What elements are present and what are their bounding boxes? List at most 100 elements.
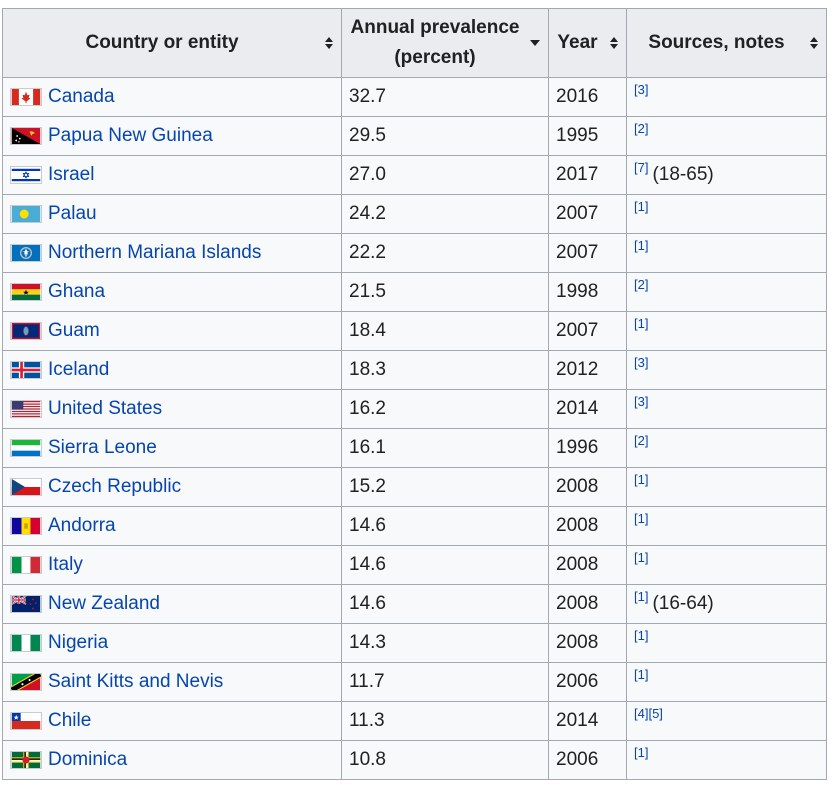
reference-link[interactable]: [3] xyxy=(634,82,649,97)
sources-cell: [1] xyxy=(626,467,827,507)
table-row: Canada 32.7 2016 [3] xyxy=(2,77,827,117)
reference-link[interactable]: [3] xyxy=(634,394,649,409)
country-link[interactable]: Northern Mariana Islands xyxy=(48,242,262,263)
reference-link[interactable]: [1] xyxy=(634,199,649,214)
country-link[interactable]: Palau xyxy=(48,203,97,224)
country-link[interactable]: Nigeria xyxy=(48,632,109,653)
reference-link[interactable]: [1] xyxy=(634,238,649,253)
country-link[interactable]: Israel xyxy=(48,164,95,185)
year-cell: 2007 xyxy=(548,194,627,234)
canada-flag-icon[interactable] xyxy=(10,88,42,106)
reference-link[interactable]: [2] xyxy=(634,277,649,292)
country-cell: Andorra xyxy=(2,506,342,546)
reference-link[interactable]: [1] xyxy=(634,472,649,487)
prevalence-cell: 22.2 xyxy=(341,233,549,273)
israel-flag-icon[interactable] xyxy=(10,166,42,184)
header-label: Sources, notes xyxy=(648,32,785,53)
sort-both-icon[interactable] xyxy=(810,37,818,49)
country-link[interactable]: Dominica xyxy=(48,749,128,770)
country-cell: Northern Mariana Islands xyxy=(2,233,342,273)
prevalence-cell: 16.2 xyxy=(341,389,549,429)
prevalence-cell: 24.2 xyxy=(341,194,549,234)
prevalence-cell: 14.6 xyxy=(341,506,549,546)
sources-cell: [2] xyxy=(626,116,827,156)
country-link[interactable]: Sierra Leone xyxy=(48,437,157,458)
chile-flag-icon[interactable] xyxy=(10,712,42,730)
guam-flag-icon[interactable] xyxy=(10,322,42,340)
year-cell: 2008 xyxy=(548,506,627,546)
dominica-flag-icon[interactable] xyxy=(10,751,42,769)
reference-link[interactable]: [1] xyxy=(634,316,649,331)
sources-cell: [3] xyxy=(626,389,827,429)
sierra-leone-flag-icon[interactable] xyxy=(10,439,42,457)
reference-link[interactable]: [1] xyxy=(634,745,649,760)
reference-link[interactable]: [2] xyxy=(634,433,649,448)
country-cell: Chile xyxy=(2,701,342,741)
country-link[interactable]: Czech Republic xyxy=(48,476,182,497)
prevalence-cell: 15.2 xyxy=(341,467,549,507)
reference-link[interactable]: [3] xyxy=(634,355,649,370)
reference-link[interactable]: [1] xyxy=(634,628,649,643)
prevalence-cell: 14.6 xyxy=(341,584,549,624)
age-range-note: (18-65) xyxy=(652,164,714,185)
country-link[interactable]: Andorra xyxy=(48,515,116,536)
table-row: Northern Mariana Islands 22.2 2007 [1] xyxy=(2,233,827,273)
reference-link[interactable]: [7] xyxy=(634,160,649,175)
ghana-flag-icon[interactable] xyxy=(10,283,42,301)
country-link[interactable]: United States xyxy=(48,398,163,419)
table-row: Papua New Guinea 29.5 1995 [2] xyxy=(2,116,827,156)
country-cell: United States xyxy=(2,389,342,429)
country-link[interactable]: Canada xyxy=(48,86,115,107)
czech-republic-flag-icon[interactable] xyxy=(10,478,42,496)
reference-link[interactable]: [1] xyxy=(634,667,649,682)
sources-cell: [2] xyxy=(626,272,827,312)
table-row: Italy 14.6 2008 [1] xyxy=(2,545,827,585)
sources-cell: [1] xyxy=(626,662,827,702)
reference-link[interactable]: [1] xyxy=(634,589,649,604)
iceland-flag-icon[interactable] xyxy=(10,361,42,379)
country-link[interactable]: Ghana xyxy=(48,281,106,302)
nigeria-flag-icon[interactable] xyxy=(10,634,42,652)
reference-link[interactable]: [2] xyxy=(634,121,649,136)
country-cell: Canada xyxy=(2,77,342,117)
reference-link[interactable]: [1] xyxy=(634,550,649,565)
sources-cell: [4][5] xyxy=(626,701,827,741)
reference-link[interactable]: [4][5] xyxy=(634,706,663,721)
reference-link[interactable]: [1] xyxy=(634,511,649,526)
northern-mariana-islands-flag-icon[interactable] xyxy=(10,244,42,262)
italy-flag-icon[interactable] xyxy=(10,556,42,574)
united-states-flag-icon[interactable] xyxy=(10,400,42,418)
country-cell: Papua New Guinea xyxy=(2,116,342,156)
prevalence-cell: 18.4 xyxy=(341,311,549,351)
papua-new-guinea-flag-icon[interactable] xyxy=(10,127,42,145)
saint-kitts-and-nevis-flag-icon[interactable] xyxy=(10,673,42,691)
palau-flag-icon[interactable] xyxy=(10,205,42,223)
andorra-flag-icon[interactable] xyxy=(10,517,42,535)
country-link[interactable]: New Zealand xyxy=(48,593,160,614)
country-link[interactable]: Italy xyxy=(48,554,83,575)
country-link[interactable]: Saint Kitts and Nevis xyxy=(48,671,224,692)
header-country[interactable]: Country or entity xyxy=(2,8,342,78)
header-year[interactable]: Year xyxy=(548,8,627,78)
new-zealand-flag-icon[interactable] xyxy=(10,595,42,613)
sources-cell: [1] xyxy=(626,311,827,351)
table-row: Nigeria 14.3 2008 [1] xyxy=(2,623,827,663)
sort-both-icon[interactable] xyxy=(325,37,333,49)
header-label: Country or entity xyxy=(85,32,239,53)
header-row: Country or entity Annual prevalence (per… xyxy=(2,8,827,78)
country-cell: Sierra Leone xyxy=(2,428,342,468)
table-row: Sierra Leone 16.1 1996 [2] xyxy=(2,428,827,468)
header-annual-prevalence[interactable]: Annual prevalence (percent) xyxy=(341,8,549,78)
prevalence-table: Country or entity Annual prevalence (per… xyxy=(2,8,827,780)
country-link[interactable]: Chile xyxy=(48,710,92,731)
year-cell: 2008 xyxy=(548,623,627,663)
country-link[interactable]: Guam xyxy=(48,320,100,341)
header-sources-notes[interactable]: Sources, notes xyxy=(626,8,827,78)
country-link[interactable]: Iceland xyxy=(48,359,110,380)
prevalence-cell: 27.0 xyxy=(341,155,549,195)
sort-descending-icon[interactable] xyxy=(530,40,540,46)
year-cell: 2007 xyxy=(548,233,627,273)
country-link[interactable]: Papua New Guinea xyxy=(48,125,213,146)
table-row: Israel 27.0 2017 [7] (18-65) xyxy=(2,155,827,195)
sort-both-icon[interactable] xyxy=(610,37,618,49)
